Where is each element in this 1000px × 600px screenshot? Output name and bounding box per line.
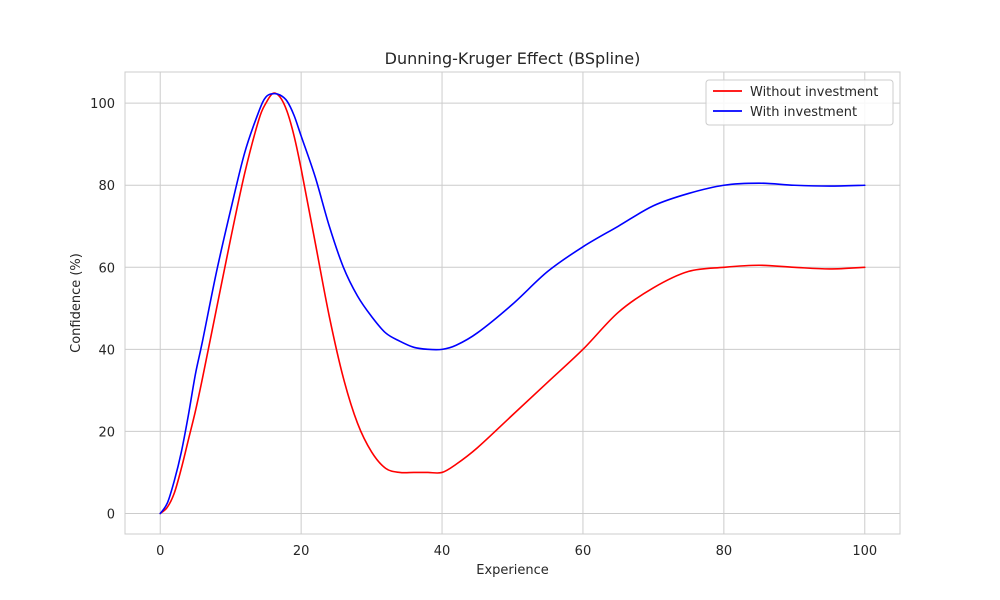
grid <box>125 72 900 534</box>
y-tick-label: 20 <box>98 425 115 440</box>
tick-labels: 0 20 40 60 80 100 0 20 40 60 80 100 <box>90 97 877 559</box>
y-tick-label: 100 <box>90 97 115 112</box>
legend-box <box>705 79 894 126</box>
legend-label: With investment <box>750 105 857 120</box>
y-tick-label: 0 <box>107 507 115 522</box>
x-tick-label: 0 <box>156 544 164 559</box>
y-tick-label: 40 <box>98 343 115 358</box>
y-axis-title: Confidence (%) <box>69 253 84 353</box>
chart-title: Dunning-Kruger Effect (BSpline) <box>385 49 641 68</box>
x-tick-label: 40 <box>434 544 451 559</box>
legend-label: Without investment <box>750 85 878 100</box>
x-tick-label: 100 <box>852 544 877 559</box>
legend: Without investment With investment <box>705 79 894 126</box>
plot-frame <box>124 71 901 535</box>
series-line-with-investment <box>159 92 866 515</box>
y-tick-label: 80 <box>98 179 115 194</box>
series-lines <box>159 92 866 515</box>
x-tick-label: 80 <box>716 544 733 559</box>
x-axis-title: Experience <box>476 563 549 578</box>
y-tick-label: 60 <box>98 261 115 276</box>
x-tick-label: 20 <box>293 544 310 559</box>
series-line-without-investment <box>159 92 866 515</box>
x-tick-label: 60 <box>575 544 592 559</box>
